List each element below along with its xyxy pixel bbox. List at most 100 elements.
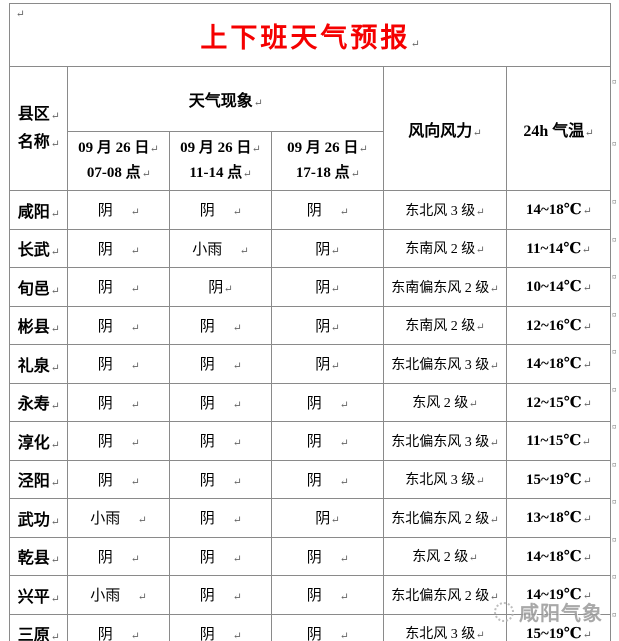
weather-value: 阴 <box>199 511 215 528</box>
header-county-line1: 县区 <box>17 106 50 124</box>
wind-cell: 东南风 2 级↵ <box>383 228 507 268</box>
paragraph-mark-icon: ↵ <box>50 593 60 605</box>
weather-value: 阴 <box>315 511 331 528</box>
table-row: 永寿↵ 阴 ↵ 阴 ↵ 阴 ↵ 东风 2 级↵ 12~15℃↵ <box>9 382 612 422</box>
weather-value: 阴 <box>199 472 215 489</box>
paragraph-mark-icon: ↵ <box>50 516 60 528</box>
wind-cell: 东南偏东风 2 级↵ <box>383 267 507 307</box>
paragraph-mark-icon: ↵ <box>582 514 592 526</box>
weather-value: 阴 <box>306 472 322 489</box>
weather-value: 阴 <box>199 626 215 641</box>
header-weather-label: 天气现象 <box>188 93 253 110</box>
weather-value: 阴 <box>315 280 331 297</box>
county-label: 礼泉 <box>17 357 50 375</box>
timeslot-hours: 07-08 点 <box>86 165 141 181</box>
weather-cell: 小雨 ↵ <box>67 575 170 615</box>
wind-cell: 东风 2 级↵ <box>383 536 507 576</box>
weather-cell: 阴↵ <box>67 228 170 268</box>
paragraph-mark-icon: ↵ <box>232 592 242 604</box>
paragraph-mark-icon: ↵ <box>350 169 360 180</box>
table-row: 泾阳↵ 阴 ↵ 阴 ↵ 阴 ↵ 东北风 3 级↵ 15~19℃↵ <box>9 459 612 499</box>
paragraph-mark-icon: ↵ <box>330 515 341 527</box>
weather-cell: 阴↵ <box>271 536 384 576</box>
weather-forecast-table: ↵ 上下班天气预报↵ 县区↵ 名称↵ 天气现象↵ 风向风力↵ 24h 气温↵ 0… <box>8 3 612 641</box>
table-row: 礼泉↵ 阴 ↵ 阴 ↵ 阴↵ 东北偏东风 3 级↵ 14~18℃↵ <box>9 344 612 384</box>
weather-value: 阴 <box>306 395 322 412</box>
paragraph-mark-icon: ↵ <box>239 245 250 257</box>
county-label: 彬县 <box>17 319 50 337</box>
paragraph-mark-icon: ↵ <box>475 322 486 334</box>
weather-cell: 阴↵ <box>271 613 384 641</box>
weather-cell: 阴↵ <box>67 305 170 345</box>
weather-value: 阴 <box>306 203 322 220</box>
weather-cell: 阴↵ <box>169 536 272 576</box>
weather-value: 小雨 <box>90 588 121 605</box>
paragraph-mark-icon: ↵ <box>582 591 592 603</box>
temp-cell: 14~18℃↵ <box>505 344 612 384</box>
table-row: 武功↵ 小雨 ↵ 阴 ↵ 阴↵ 东北偏东风 2 级↵ 13~18℃↵ <box>9 498 612 538</box>
paragraph-mark-icon: ↵ <box>50 111 60 123</box>
paragraph-mark-icon: ↵ <box>582 360 592 372</box>
weather-cell: 阴↵ <box>67 344 170 384</box>
weather-cell: 阴↵ <box>67 613 170 641</box>
header-county-line2: 名称 <box>17 133 50 151</box>
weather-cell: 阴↵ <box>67 536 170 576</box>
paragraph-mark-icon: ↵ <box>130 399 140 411</box>
paragraph-mark-icon: ↵ <box>130 476 140 488</box>
weather-value: 阴 <box>97 395 113 412</box>
weather-cell: 阴↵ <box>271 228 384 268</box>
wind-cell: 东北偏东风 3 级↵ <box>383 421 507 461</box>
header-weather-group: 天气现象↵ <box>67 66 384 132</box>
county-name: 泾阳↵ <box>9 459 68 499</box>
wind-value: 东南风 2 级 <box>405 242 476 258</box>
paragraph-mark-icon: ↵ <box>339 592 349 604</box>
end-of-row-mark-icon: ¤ <box>612 535 617 545</box>
paragraph-mark-icon: ↵ <box>232 476 242 488</box>
temp-value: 15~19℃ <box>525 471 582 488</box>
weather-value: 阴 <box>97 280 113 297</box>
wind-value: 东北风 3 级 <box>405 473 476 489</box>
paragraph-mark-icon: ↵ <box>130 438 140 450</box>
end-of-row-mark-icon: ¤ <box>612 385 617 395</box>
header-wind-label: 风向风力 <box>408 122 473 140</box>
end-of-row-mark-icon: ¤ <box>612 139 617 149</box>
paragraph-mark-icon: ↵ <box>50 208 60 220</box>
paragraph-mark-icon: ↵ <box>475 245 486 257</box>
paragraph-mark-icon: ↵ <box>130 245 140 257</box>
paragraph-mark-icon: ↵ <box>232 322 242 334</box>
paragraph-mark-icon: ↵ <box>137 592 148 604</box>
weather-cell: 阴↵ <box>169 575 272 615</box>
temp-value: 11~14℃ <box>526 240 582 257</box>
paragraph-mark-icon: ↵ <box>150 144 160 156</box>
header-temp-label: 24h 气温 <box>523 122 585 140</box>
end-of-row-mark-icon: ¤ <box>612 272 617 282</box>
temp-cell: 14~19℃↵ <box>505 575 612 615</box>
county-name: 旬邑↵ <box>9 267 68 307</box>
paragraph-mark-icon: ↵ <box>50 632 60 641</box>
paragraph-mark-icon: ↵ <box>330 284 341 296</box>
table-row: 咸阳↵ 阴 ↵ 阴 ↵ 阴 ↵ 东北风 3 级↵ 14~18℃↵ <box>9 190 612 230</box>
timeslot-date: 09 月 26 日 <box>180 140 252 157</box>
wind-cell: 东风 2 级↵ <box>383 382 507 422</box>
county-label: 咸阳 <box>17 203 50 221</box>
temp-value: 15~19℃ <box>525 625 582 641</box>
table-row: 09 月 26 日↵ 07-08 点↵ 09 月 26 日↵ 11-14 点↵ … <box>10 131 611 191</box>
weather-value: 阴 <box>315 318 331 335</box>
end-of-row-mark-icon: ¤ <box>612 77 617 87</box>
weather-value: 阴 <box>199 203 215 220</box>
weather-cell: 阴↵ <box>271 344 384 384</box>
county-name: 永寿↵ <box>9 382 68 422</box>
weather-value: 小雨 <box>192 241 223 258</box>
timeslot-hours: 11-14 点 <box>189 165 243 181</box>
paragraph-mark-icon: ↵ <box>50 478 60 490</box>
county-name: 礼泉↵ <box>9 344 68 384</box>
paragraph-mark-icon: ↵ <box>137 515 148 527</box>
weather-cell: 阴↵ <box>67 459 170 499</box>
weather-cell: 阴↵ <box>169 421 272 461</box>
timeslot-date: 09 月 26 日 <box>287 140 359 157</box>
weather-value: 阴 <box>208 280 224 297</box>
temp-value: 14~18℃ <box>525 356 582 373</box>
weather-value: 小雨 <box>90 511 121 528</box>
table-row: 兴平↵ 小雨 ↵ 阴 ↵ 阴 ↵ 东北偏东风 2 级↵ 14~19℃↵ <box>9 575 612 615</box>
weather-cell: 阴↵ <box>169 498 272 538</box>
